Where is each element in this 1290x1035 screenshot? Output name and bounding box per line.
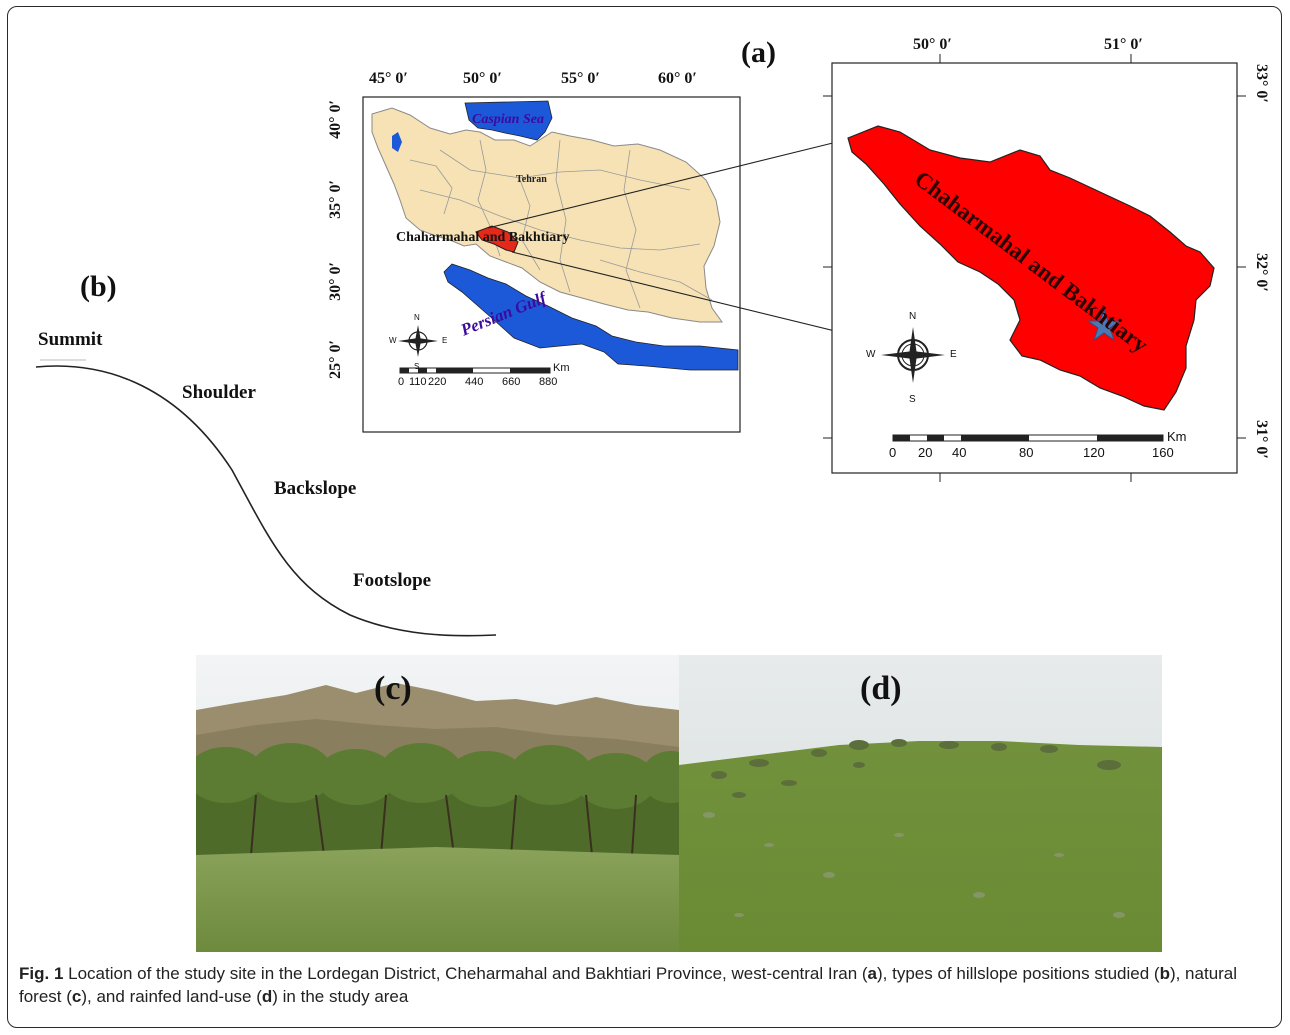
lake-shape (392, 132, 402, 152)
iran-lon-tick: 60° 0′ (658, 70, 697, 87)
panel-a-b-drawing (35, 54, 1246, 637)
province-scale-tick: 20 (918, 445, 933, 460)
caspian-sea-shape (464, 100, 553, 141)
study-site-star-icon (1086, 308, 1122, 342)
panel-a-label: (a) (741, 36, 776, 69)
hillslope-summit-label: Summit (38, 329, 103, 350)
iran-scale-tick: 880 (539, 376, 558, 388)
rainfed-land-photo (679, 655, 1162, 952)
province-scale-tick: 80 (1019, 445, 1034, 460)
province-compass-e: E (950, 349, 957, 360)
iran-land-shape (371, 107, 723, 323)
hillslope-shoulder-label: Shoulder (182, 382, 256, 403)
caption-text-4: ), and rainfed land-use ( (81, 987, 262, 1006)
caption-ref-c: c (71, 987, 82, 1006)
province-shape (847, 125, 1215, 411)
province-compass-icon (881, 327, 945, 383)
hillslope-profile-curve (35, 365, 497, 637)
caption-fig-label: Fig. 1 (19, 964, 64, 983)
iran-compass-icon (398, 325, 438, 357)
iran-lon-tick: 55° 0′ (561, 70, 600, 87)
panel-d-label: (d) (860, 670, 902, 707)
tehran-label: Tehran (516, 174, 547, 185)
province-lon-tick: 50° 0′ (913, 36, 952, 53)
province-compass-s: S (909, 394, 916, 405)
iran-compass-s: S (414, 362, 420, 371)
hillslope-footslope-label: Footslope (353, 570, 432, 591)
province-scale-tick: 0 (889, 445, 897, 460)
iran-scale-bar (399, 367, 551, 374)
province-compass-n: N (909, 311, 917, 322)
figure-caption: Fig. 1 Location of the study site in the… (19, 962, 1274, 1008)
caspian-label: Caspian Sea (472, 112, 544, 127)
hillslope-backslope-label: Backslope (274, 478, 357, 499)
province-lat-tick: 31° 0′ (1253, 420, 1270, 459)
province-scale-unit: Km (1167, 429, 1187, 444)
iran-scale-unit: Km (553, 362, 570, 374)
iran-compass-n: N (414, 313, 420, 322)
province-scale-bar (892, 434, 1164, 442)
province-lat-tick: 33° 0′ (1253, 64, 1270, 103)
caption-ref-d: d (261, 987, 273, 1006)
iran-scale-tick: 0 (398, 376, 405, 388)
panel-c-label: (c) (374, 670, 412, 707)
figure-frame (7, 6, 1282, 1028)
iran-province-label: Chaharmahal and Bakhtiary (396, 230, 570, 245)
province-lat-tick: 32° 0′ (1253, 253, 1270, 292)
caption-text-3: ), natural forest ( (19, 964, 1238, 1006)
panel-b-label: (b) (80, 270, 117, 303)
iran-scale-tick: 660 (502, 376, 521, 388)
iran-compass-e: E (442, 336, 448, 345)
iran-scale-tick: 440 (465, 376, 484, 388)
iran-scale-tick: 110 (409, 376, 427, 388)
province-scale-tick: 160 (1152, 445, 1174, 460)
caption-ref-b: b (1159, 964, 1170, 983)
iran-lon-tick: 50° 0′ (463, 70, 502, 87)
persian-gulf-shape (443, 263, 739, 371)
province-scale-tick: 40 (952, 445, 967, 460)
iran-scale-tick: 220 (428, 376, 447, 388)
province-scale-tick: 120 (1083, 445, 1105, 460)
caption-text-1: Location of the study site in the Lordeg… (63, 964, 868, 983)
province-lon-tick: 51° 0′ (1104, 36, 1143, 53)
caption-text-2: ), types of hillslope positions studied … (877, 964, 1160, 983)
iran-lon-tick: 45° 0′ (369, 70, 408, 87)
natural-forest-photo (196, 655, 679, 952)
caption-text-5: ) in the study area (272, 987, 409, 1006)
caption-ref-a: a (867, 964, 878, 983)
iran-compass-w: W (389, 336, 397, 345)
province-compass-w: W (866, 349, 876, 360)
